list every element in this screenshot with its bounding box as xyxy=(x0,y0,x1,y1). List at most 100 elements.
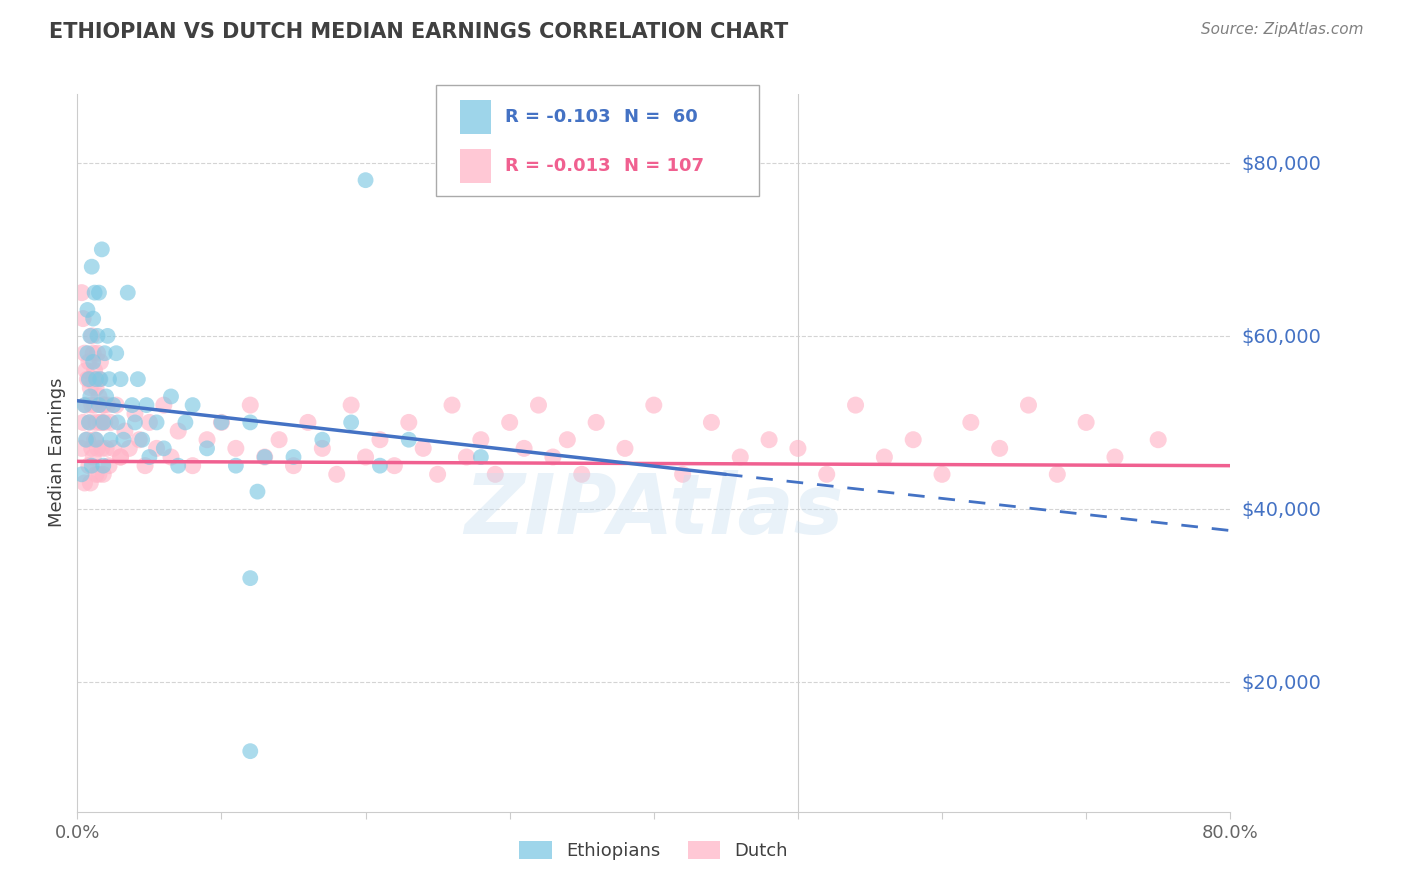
Text: Source: ZipAtlas.com: Source: ZipAtlas.com xyxy=(1201,22,1364,37)
Point xyxy=(73,346,96,360)
Point xyxy=(758,433,780,447)
Point xyxy=(72,311,94,326)
Point xyxy=(931,467,953,482)
Point xyxy=(86,346,108,360)
Point xyxy=(75,398,97,412)
Point xyxy=(527,398,550,412)
Point xyxy=(845,398,868,412)
Point xyxy=(134,458,156,473)
Point xyxy=(84,381,107,395)
Point xyxy=(145,416,167,430)
Point xyxy=(246,484,269,499)
Point xyxy=(107,416,129,430)
Point xyxy=(239,571,262,585)
Point xyxy=(167,424,190,438)
Point xyxy=(80,458,103,473)
Point xyxy=(297,416,319,430)
Point xyxy=(77,458,100,473)
Point xyxy=(87,372,110,386)
Point xyxy=(75,433,97,447)
Point xyxy=(76,346,98,360)
Point xyxy=(730,450,752,464)
Point xyxy=(103,398,125,412)
Point xyxy=(311,433,333,447)
Point xyxy=(541,450,564,464)
Point xyxy=(138,416,160,430)
Point xyxy=(110,450,132,464)
Point xyxy=(76,433,98,447)
Point xyxy=(79,389,101,403)
Point xyxy=(368,433,391,447)
Point xyxy=(988,442,1011,456)
Point xyxy=(83,363,105,377)
Point xyxy=(91,458,114,473)
Point xyxy=(253,450,276,464)
Point xyxy=(153,398,174,412)
Point xyxy=(153,442,174,456)
Point xyxy=(354,173,377,187)
Point xyxy=(614,442,637,456)
Point xyxy=(127,372,149,386)
Point xyxy=(76,302,98,317)
Point xyxy=(73,475,96,490)
Point xyxy=(84,467,107,482)
Text: ZIPAtlas: ZIPAtlas xyxy=(464,469,844,550)
Point xyxy=(77,355,100,369)
Point xyxy=(225,458,247,473)
Point xyxy=(87,467,110,482)
Point xyxy=(557,433,579,447)
Point xyxy=(77,372,100,386)
Point xyxy=(93,346,115,360)
Text: ETHIOPIAN VS DUTCH MEDIAN EARNINGS CORRELATION CHART: ETHIOPIAN VS DUTCH MEDIAN EARNINGS CORRE… xyxy=(49,22,789,42)
Point xyxy=(105,398,128,412)
Point xyxy=(83,433,105,447)
Legend: Ethiopians, Dutch: Ethiopians, Dutch xyxy=(512,833,796,867)
Point xyxy=(80,398,103,412)
Point xyxy=(77,372,100,386)
Point xyxy=(815,467,838,482)
Point xyxy=(72,416,94,430)
Point xyxy=(82,355,104,369)
Point xyxy=(195,442,218,456)
Point xyxy=(426,467,449,482)
Point xyxy=(1104,450,1126,464)
Y-axis label: Median Earnings: Median Earnings xyxy=(48,378,66,527)
Point xyxy=(195,433,218,447)
Point xyxy=(167,458,190,473)
Point xyxy=(86,442,108,456)
Point xyxy=(368,458,391,473)
Point xyxy=(84,416,107,430)
Point xyxy=(239,744,262,758)
Point xyxy=(672,467,695,482)
Point xyxy=(84,372,107,386)
Point xyxy=(79,475,101,490)
Point xyxy=(700,416,723,430)
Point xyxy=(283,450,305,464)
Point xyxy=(98,458,121,473)
Point xyxy=(903,433,925,447)
Point xyxy=(110,450,132,464)
Point xyxy=(97,329,120,343)
Point xyxy=(114,424,136,438)
Point xyxy=(239,398,262,412)
Point xyxy=(97,398,120,412)
Point xyxy=(89,355,111,369)
Point xyxy=(225,442,247,456)
Point xyxy=(82,346,104,360)
Point xyxy=(70,467,93,482)
Point xyxy=(100,416,122,430)
Point xyxy=(84,433,107,447)
Point xyxy=(456,450,478,464)
Text: R = -0.103: R = -0.103 xyxy=(505,108,610,126)
Point xyxy=(873,450,896,464)
Point xyxy=(105,346,128,360)
Point xyxy=(70,442,93,456)
Point xyxy=(87,285,110,300)
Point xyxy=(79,416,101,430)
Point xyxy=(960,416,983,430)
Point xyxy=(79,329,101,343)
Point xyxy=(112,433,135,447)
Point xyxy=(90,243,112,257)
Point xyxy=(121,398,143,412)
Point xyxy=(91,398,114,412)
